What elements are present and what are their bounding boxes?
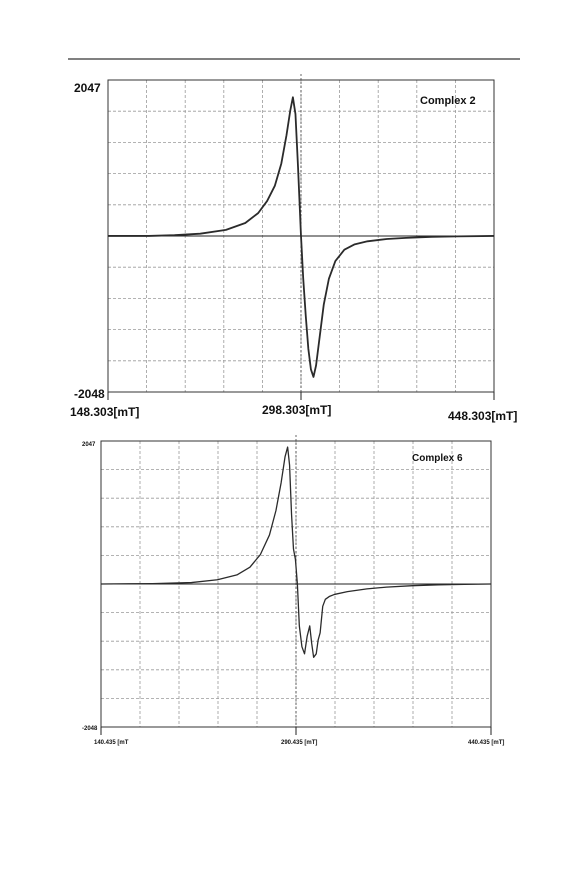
chart-2-annotation: Complex 6 [412,453,463,464]
chart-1-annotation: Complex 2 [420,95,476,107]
chart-complex-2: Complex 2 2047 -2048 148.303[mT] 298.303… [70,74,517,423]
chart-2-y-min-label: -2048 [82,726,98,732]
chart-2-x-label-right: 440.435 [mT] [468,740,504,746]
chart-1-x-label-left: 148.303[mT] [70,405,139,419]
chart-2-x-label-mid: 290.435 [mT] [281,740,317,746]
chart-complex-6: Complex 6 2047 -2048 140.435 [mT 290.435… [82,435,504,746]
chart-1-x-label-mid: 298.303[mT] [262,403,331,417]
chart-2-x-label-left: 140.435 [mT [94,740,129,746]
epr-spectrum-line [100,446,492,658]
epr-spectrum-line [108,96,495,378]
chart-1-y-min-label: -2048 [74,387,105,401]
chart-1-x-label-right: 448.303[mT] [448,409,517,423]
chart-1-y-max-label: 2047 [74,81,101,95]
chart-2-y-max-label: 2047 [82,442,96,448]
